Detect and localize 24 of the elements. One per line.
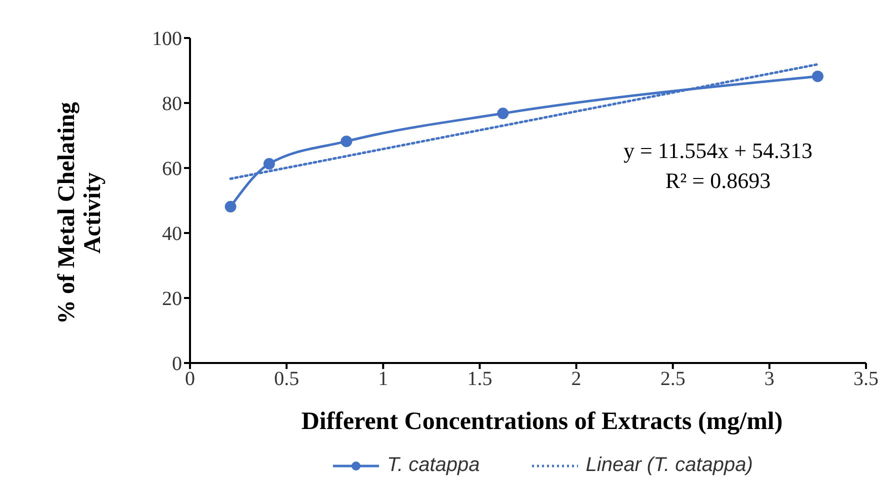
x-tick-label: 2.5	[660, 368, 686, 390]
y-axis-title: % of Metal Chelating Activity	[54, 101, 106, 326]
y-tick-label: 20	[162, 288, 182, 310]
x-tick-label: 0.5	[274, 368, 300, 390]
annotation: y = 11.554x + 54.313	[622, 137, 814, 165]
point	[224, 200, 236, 212]
x-tick-label: 1	[378, 368, 388, 390]
x-tick-label: 3	[764, 368, 774, 390]
legend-label: T. catappa	[387, 454, 480, 477]
y-tick-label: 0	[172, 353, 182, 376]
x-tick-label: 2	[571, 368, 582, 390]
y-tick-label: 80	[162, 93, 182, 116]
point	[340, 136, 352, 148]
x-tick-label: 1.5	[467, 368, 492, 390]
y-tick-label: 100	[152, 28, 182, 50]
legend-label: Linear (T. catappa)	[586, 454, 753, 477]
x-tick-label: 3.5	[854, 368, 878, 390]
x-axis-title: Different Concentrations of Extracts (mg/ml)	[300, 408, 784, 436]
annotation: R² = 0.8693	[664, 167, 772, 195]
point	[263, 158, 275, 170]
point	[497, 108, 509, 120]
point	[812, 70, 824, 82]
y-tick-label: 60	[162, 158, 182, 180]
y-tick-label: 40	[162, 223, 182, 246]
